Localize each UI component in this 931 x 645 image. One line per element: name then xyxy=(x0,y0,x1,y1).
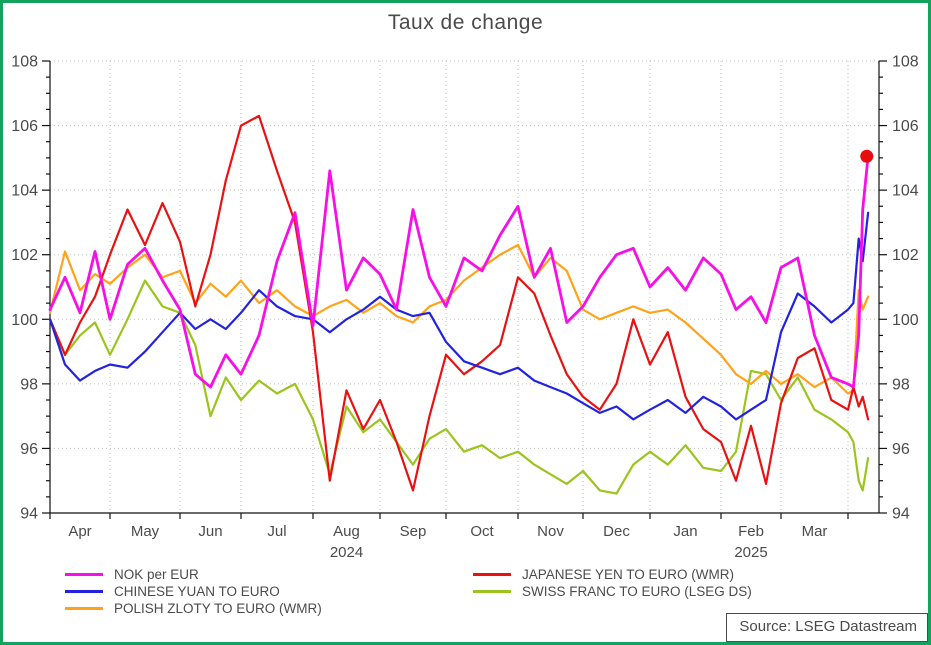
legend-item-chf: SWISS FRANC TO EURO (LSEG DS) xyxy=(473,583,752,600)
legend-swatch-pln xyxy=(65,607,103,610)
y-tick-label-right: 96 xyxy=(892,441,910,458)
y-tick-label-left: 106 xyxy=(11,118,38,135)
legend-label-nok: NOK per EUR xyxy=(114,567,199,582)
y-tick-label-right: 102 xyxy=(892,247,919,264)
source-text: Source: LSEG Datastream xyxy=(739,618,917,635)
series-line-nok xyxy=(48,154,870,389)
y-tick-label-left: 100 xyxy=(11,312,38,329)
legend-item-jpy: JAPANESE YEN TO EURO (WMR) xyxy=(473,566,752,583)
legend-label-cny: CHINESE YUAN TO EURO xyxy=(114,584,280,599)
legend-swatch-cny xyxy=(65,590,103,593)
y-tick-label-left: 94 xyxy=(20,506,38,523)
legend-label-jpy: JAPANESE YEN TO EURO (WMR) xyxy=(522,567,735,582)
month-label: Apr xyxy=(68,523,91,540)
legend-column-right: JAPANESE YEN TO EURO (WMR) SWISS FRANC TO… xyxy=(473,566,752,600)
legend-label-chf: SWISS FRANC TO EURO (LSEG DS) xyxy=(522,584,752,599)
y-tick-label-right: 106 xyxy=(892,118,919,135)
series-line-cny xyxy=(48,211,870,421)
y-tick-label-right: 94 xyxy=(892,506,910,523)
series-line-jpy xyxy=(48,114,870,492)
month-label: Sep xyxy=(400,523,427,540)
end-marker-dot xyxy=(860,149,874,163)
legend-swatch-nok xyxy=(65,573,103,576)
legend-label-pln: POLISH ZLOTY TO EURO (WMR) xyxy=(114,601,322,616)
y-tick-label-left: 108 xyxy=(11,54,38,71)
month-label: Jul xyxy=(267,523,286,540)
y-tick-label-right: 98 xyxy=(892,376,910,393)
month-label: Mar xyxy=(802,523,828,540)
source-box: Source: LSEG Datastream xyxy=(726,613,928,642)
month-label: Jun xyxy=(198,523,222,540)
chart-title: Taux de change xyxy=(387,11,544,34)
y-tick-label-left: 102 xyxy=(11,247,38,264)
legend-column-left: NOK per EUR CHINESE YUAN TO EURO POLISH ZL… xyxy=(65,566,322,617)
legend-item-nok: NOK per EUR xyxy=(65,566,322,583)
month-label: Nov xyxy=(537,523,564,540)
year-label: 2024 xyxy=(330,544,363,561)
series-line-chf xyxy=(48,279,870,495)
legend-swatch-jpy xyxy=(473,573,511,576)
y-tick-label-right: 104 xyxy=(892,183,919,200)
month-label: Aug xyxy=(333,523,360,540)
legend-item-pln: POLISH ZLOTY TO EURO (WMR) xyxy=(65,600,322,617)
y-tick-label-left: 104 xyxy=(11,183,38,200)
month-label: May xyxy=(131,523,160,540)
y-tick-label-right: 100 xyxy=(892,312,919,329)
legend-item-cny: CHINESE YUAN TO EURO xyxy=(65,583,322,600)
month-label: Dec xyxy=(603,523,630,540)
month-label: Jan xyxy=(673,523,697,540)
y-tick-label-left: 96 xyxy=(20,441,38,458)
plot-area: 94 94 96 96 98 98 100 100 102 102 104 104 106 106 108 1… xyxy=(11,54,919,562)
year-label: 2025 xyxy=(734,544,767,561)
month-label: Feb xyxy=(738,523,764,540)
month-label: Oct xyxy=(470,523,494,540)
y-tick-label-right: 108 xyxy=(892,54,919,71)
legend-swatch-chf xyxy=(473,590,511,593)
y-tick-label-left: 98 xyxy=(20,376,38,393)
